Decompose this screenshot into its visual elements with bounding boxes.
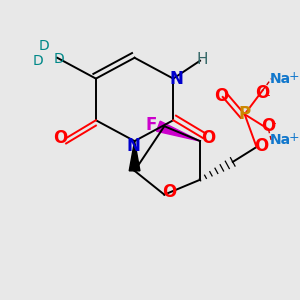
Text: H: H <box>197 52 208 68</box>
Text: D: D <box>53 52 64 66</box>
Text: N: N <box>126 137 140 155</box>
Polygon shape <box>157 121 200 141</box>
Text: Na: Na <box>270 72 291 86</box>
Text: +: + <box>288 131 299 144</box>
Text: F: F <box>145 116 157 134</box>
Text: O: O <box>53 128 67 146</box>
Text: O: O <box>162 183 176 201</box>
Polygon shape <box>129 141 140 171</box>
Text: P: P <box>238 105 251 123</box>
Text: D: D <box>32 54 43 68</box>
Text: O: O <box>201 128 215 146</box>
Text: O: O <box>261 117 276 135</box>
Text: -: - <box>272 117 276 130</box>
Text: Na: Na <box>270 133 291 147</box>
Text: N: N <box>170 70 184 88</box>
Text: O: O <box>254 136 268 154</box>
Text: D: D <box>38 40 49 53</box>
Text: +: + <box>288 70 299 83</box>
Text: O: O <box>214 87 229 105</box>
Text: -: - <box>266 89 270 102</box>
Text: O: O <box>255 85 270 103</box>
